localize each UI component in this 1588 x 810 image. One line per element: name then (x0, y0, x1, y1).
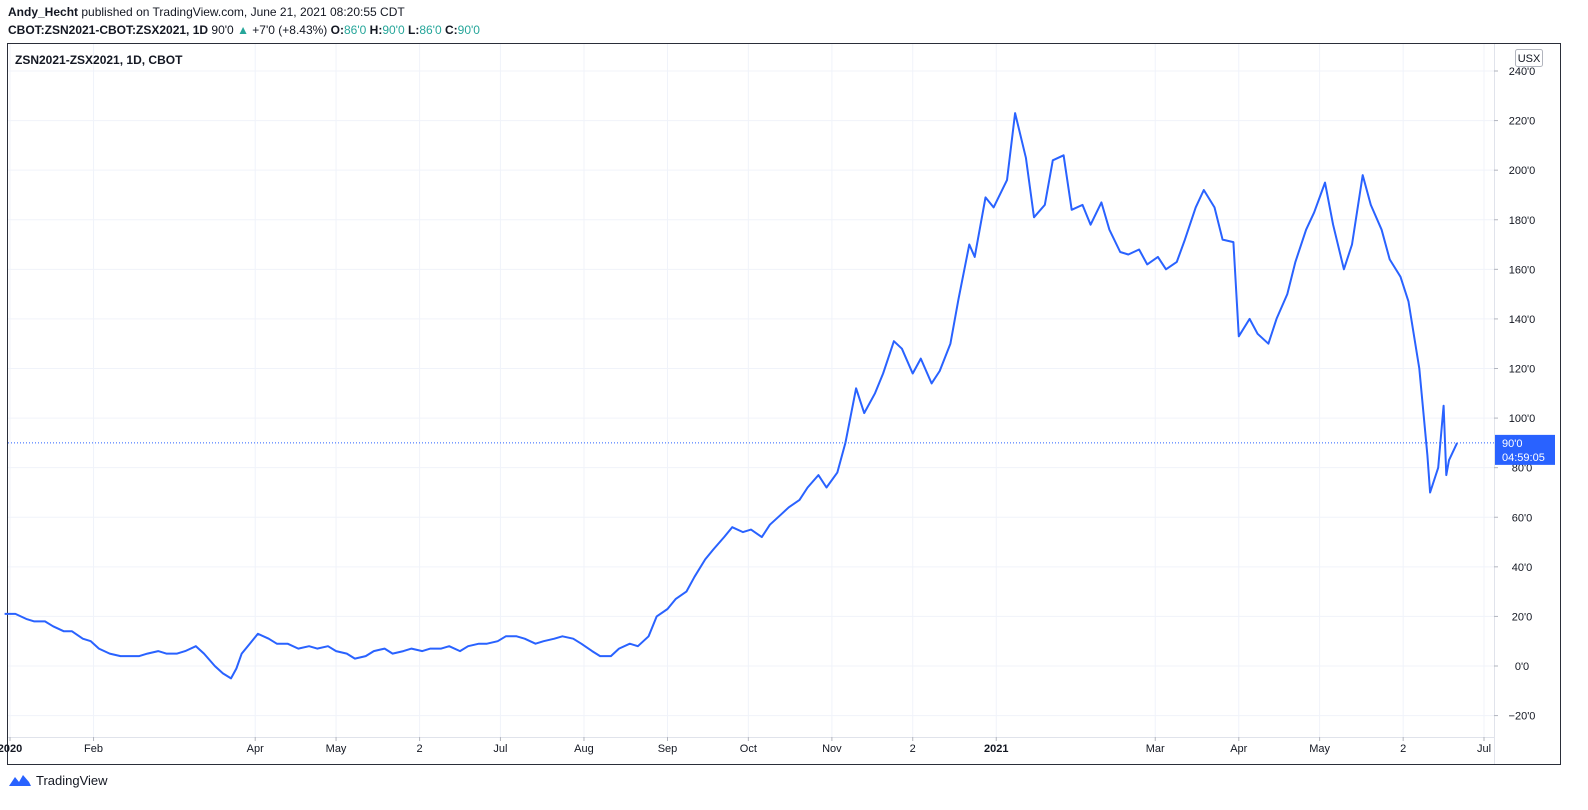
high-label: H: (369, 23, 383, 37)
x-tick-label: 2 (417, 743, 423, 755)
up-arrow-icon: ▲ (237, 23, 249, 37)
y-tick-label: 60'0 (1512, 512, 1532, 524)
x-tick-label: 2 (910, 743, 916, 755)
symbol-legend: CBOT:ZSN2021-CBOT:ZSX2021, 1D 90'0 ▲ +7'… (8, 22, 480, 38)
currency-badge-label: USX (1518, 53, 1541, 65)
x-tick-label: Mar (1146, 743, 1165, 755)
time-axis[interactable]: 2020 Feb Apr May 2 Jul Aug Sep Oct Nov 2 2021 Mar Apr… (0, 737, 1491, 755)
x-tick-label: Nov (822, 743, 842, 755)
x-tick-label: Apr (1230, 743, 1247, 755)
y-tick-label: −20'0 (1509, 711, 1536, 723)
low-label: L: (407, 23, 420, 37)
published-text: published on TradingView.com, June 21, 2… (81, 5, 405, 19)
currency-badge[interactable]: USX (1515, 49, 1543, 67)
x-tick-label: 2021 (984, 743, 1008, 755)
y-tick-label: 220'0 (1509, 116, 1536, 128)
x-tick-label: 2 (1400, 743, 1406, 755)
x-tick-label: Oct (740, 743, 757, 755)
open-label: O: (330, 23, 344, 37)
y-tick-label: 100'0 (1509, 413, 1536, 425)
y-tick-label: 180'0 (1509, 215, 1536, 227)
grid (8, 44, 1494, 737)
y-tick-label: 80'0 (1512, 463, 1532, 475)
y-tick-label: 160'0 (1509, 264, 1536, 276)
x-tick-label: Jul (493, 743, 507, 755)
footer-brand[interactable]: TradingView (36, 772, 108, 788)
close-value: 90'0 (457, 23, 480, 37)
x-tick-label: Sep (658, 743, 678, 755)
x-tick-label: Aug (574, 743, 594, 755)
last-value-label: 90'0 (1502, 438, 1522, 450)
y-tick-label: 240'0 (1509, 66, 1536, 78)
chart-frame (7, 43, 1561, 765)
y-tick-label: 20'0 (1512, 611, 1532, 623)
x-tick-label: May (1309, 743, 1330, 755)
y-tick-label: 120'0 (1509, 364, 1536, 376)
high-value: 90'0 (382, 23, 405, 37)
series-line[interactable] (4, 112, 1459, 680)
chart-title: ZSN2021-ZSX2021, 1D, CBOT (15, 53, 183, 67)
x-tick-label: Jul (1477, 743, 1491, 755)
y-tick-label: 200'0 (1509, 165, 1536, 177)
footer: TradingView (8, 772, 108, 788)
x-tick-label: May (326, 743, 347, 755)
last-price-tag: 90'0 04:59:05 (1495, 434, 1555, 465)
x-tick-label: Apr (247, 743, 264, 755)
y-tick-label: 0'0 (1515, 661, 1529, 673)
chart-header: Andy_Hecht published on TradingView.com,… (8, 4, 480, 38)
y-tick-label: 140'0 (1509, 314, 1536, 326)
publish-info: Andy_Hecht published on TradingView.com,… (8, 4, 480, 20)
price-axis[interactable]: 240'0 220'0 200'0 180'0 160'0 140'0 120'0 100'0… (1494, 66, 1535, 723)
open-value: 86'0 (344, 23, 367, 37)
author-name[interactable]: Andy_Hecht (8, 5, 79, 19)
last-price: 90'0 (211, 23, 234, 37)
x-tick-label: 2020 (0, 743, 22, 755)
tradingview-logo-icon (9, 775, 31, 786)
x-tick-label: Feb (84, 743, 103, 755)
close-label: C: (444, 23, 458, 37)
low-value: 86'0 (419, 23, 442, 37)
y-tick-label: 40'0 (1512, 562, 1532, 574)
symbol-label: CBOT:ZSN2021-CBOT:ZSX2021, 1D (8, 23, 209, 37)
price-change: +7'0 (+8.43%) (252, 23, 328, 37)
countdown-label: 04:59:05 (1502, 452, 1545, 464)
